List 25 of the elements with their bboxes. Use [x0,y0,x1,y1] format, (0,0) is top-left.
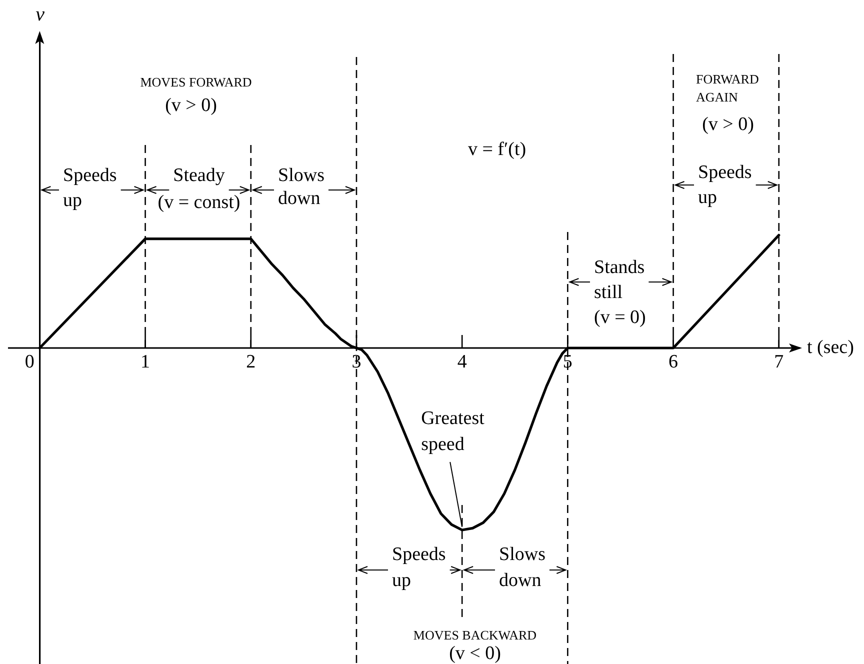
x-axis-title: t (sec) [807,336,854,358]
text: v [36,3,45,26]
x-tick-label: 6 [668,351,678,372]
text: Speeds up [698,162,752,208]
text: Speeds up [63,164,117,211]
text: (v > 0) [165,94,217,116]
x-tick-label: 3 [352,351,362,372]
text: Slows down [499,544,546,591]
text: Speeds up [392,544,446,591]
text: (v < 0) [449,642,501,664]
text: v = f′(t) [468,138,526,160]
text: MOVES FORWARD [140,74,252,90]
text: (v > 0) [702,114,754,135]
annotation: Stands still (v = 0) [594,256,646,328]
x-tick-label: 2 [246,351,256,372]
text: FORWARD AGAIN [696,71,759,104]
x-tick-label: 7 [774,351,784,372]
annotation: Greatest speed [421,408,486,455]
text: Steady (v = const) [158,164,240,213]
x-tick-label: 4 [457,351,468,372]
text: Slows down [278,164,324,209]
text: MOVES BACKWARD [413,627,537,642]
x-tick-label: 0 [24,351,34,372]
x-tick-label: 1 [140,351,150,372]
x-tick-label: 5 [562,351,572,372]
